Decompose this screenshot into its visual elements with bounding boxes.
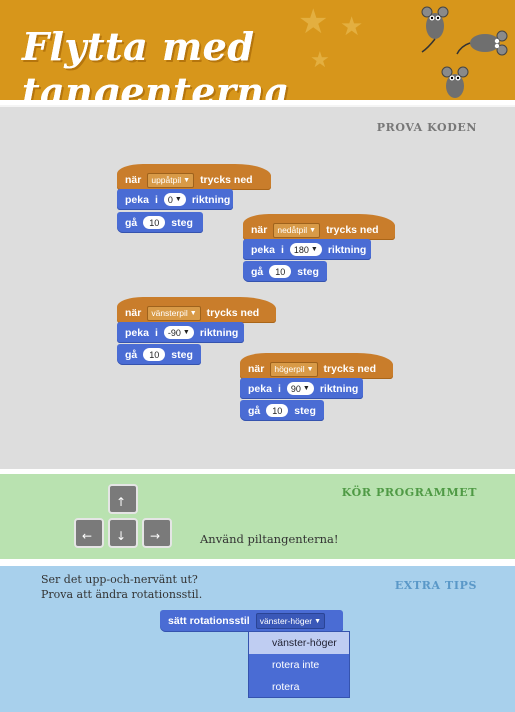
up-arrow-key-icon: ↑ [108, 484, 138, 514]
key-value: uppåtpil [151, 175, 182, 185]
key-dropdown[interactable]: nedåtpil ▼ [273, 222, 321, 238]
rotation-style-dropdown[interactable]: vänster-höger ▼ [255, 613, 326, 629]
point-in-label: i [154, 193, 158, 206]
move-label: gå [248, 404, 261, 417]
direction-value: 90 [290, 383, 301, 394]
point-dir-label: riktning [319, 382, 359, 395]
mouse-icon [421, 6, 449, 53]
menu-item-dont-rotate[interactable]: rotera inte [272, 659, 320, 671]
direction-value: -90 [167, 327, 181, 338]
star-icon: ★ [340, 12, 364, 42]
point-label: peka [251, 243, 275, 256]
key-value: nedåtpil [277, 225, 308, 235]
key-dropdown[interactable]: vänsterpil ▼ [147, 305, 201, 321]
chevron-down-icon: ▼ [189, 309, 197, 317]
point-in-label: i [154, 326, 158, 339]
steps-input[interactable]: 10 [266, 404, 289, 417]
direction-input[interactable]: 90 ▼ [286, 382, 314, 395]
direction-input[interactable]: 180 ▼ [289, 243, 322, 256]
tip-line-2: Prova att ändra rotationsstil. [41, 588, 203, 601]
point-block-up[interactable]: peka i 0 ▼ riktning [117, 189, 233, 210]
menu-item-all-around[interactable]: rotera [272, 681, 300, 693]
point-dir-label: riktning [199, 326, 239, 339]
mouse-icon [441, 66, 469, 98]
steps-input[interactable]: 10 [269, 265, 292, 278]
move-unit-label: steg [294, 404, 316, 417]
point-in-label: i [277, 382, 281, 395]
move-unit-label: steg [171, 216, 193, 229]
chevron-down-icon: ▼ [182, 329, 190, 336]
rotation-style-value: vänster-höger [259, 616, 313, 626]
tip-line-1: Ser det upp-och-nervänt ut? [41, 573, 198, 586]
hat-when-label: när [251, 224, 268, 236]
move-label: gå [125, 216, 138, 229]
header-banner: ★ ★ ★ Flytta med tangenterna [0, 0, 515, 100]
hat-when-label: när [125, 174, 142, 186]
section-label-run: KÖR PROGRAMMET [341, 486, 477, 499]
steps-input[interactable]: 10 [143, 348, 166, 361]
chevron-down-icon: ▼ [310, 246, 318, 253]
star-icon: ★ [310, 48, 330, 73]
hat-trigger-label: trycks ned [206, 307, 260, 319]
chevron-down-icon: ▼ [302, 385, 310, 392]
move-label: gå [125, 348, 138, 361]
hat-block-right[interactable]: när högerpil ▼ trycks ned [240, 353, 393, 379]
section-label-code: PROVA KODEN [376, 121, 477, 134]
steps-input[interactable]: 10 [143, 216, 166, 229]
move-block-up[interactable]: gå 10 steg [117, 212, 203, 233]
hat-block-down[interactable]: när nedåtpil ▼ trycks ned [243, 214, 395, 240]
direction-value: 0 [167, 194, 173, 205]
hat-trigger-label: trycks ned [200, 174, 253, 186]
hat-when-label: när [248, 363, 265, 375]
key-dropdown[interactable]: högerpil ▼ [270, 361, 318, 377]
point-dir-label: riktning [191, 193, 231, 206]
chevron-down-icon: ▼ [174, 196, 182, 203]
menu-item-left-right[interactable]: vänster-höger [249, 632, 349, 654]
run-hint: Använd piltangenterna! [200, 532, 339, 546]
move-unit-label: steg [171, 348, 193, 361]
chevron-down-icon: ▼ [309, 226, 317, 234]
section-label-tips: EXTRA TIPS [394, 579, 477, 592]
point-label: peka [125, 193, 149, 206]
rotation-style-block[interactable]: sätt rotationsstil vänster-höger ▼ [160, 610, 343, 632]
rotation-style-menu: vänster-höger rotera inte rotera [248, 631, 350, 698]
key-value: högerpil [274, 364, 305, 374]
star-icon: ★ [298, 2, 329, 42]
hat-trigger-label: trycks ned [323, 363, 377, 375]
left-arrow-key-icon: ← [74, 518, 104, 548]
point-block-right[interactable]: peka i 90 ▼ riktning [240, 378, 363, 399]
key-value: vänsterpil [151, 308, 188, 318]
direction-value: 180 [293, 244, 309, 255]
point-block-left[interactable]: peka i -90 ▼ riktning [117, 322, 244, 343]
move-unit-label: steg [297, 265, 319, 278]
key-dropdown[interactable]: uppåtpil ▼ [147, 172, 195, 188]
point-dir-label: riktning [327, 243, 367, 256]
move-block-down[interactable]: gå 10 steg [243, 261, 327, 282]
page-title: Flytta med tangenterna [22, 24, 290, 100]
direction-input[interactable]: 0 ▼ [163, 193, 186, 206]
hat-block-up[interactable]: när uppåtpil ▼ trycks ned [117, 164, 271, 190]
chevron-down-icon: ▼ [306, 365, 314, 373]
direction-input[interactable]: -90 ▼ [163, 326, 194, 339]
hat-trigger-label: trycks ned [326, 224, 379, 236]
hat-when-label: när [125, 307, 142, 319]
move-block-right[interactable]: gå 10 steg [240, 400, 324, 421]
hat-block-left[interactable]: när vänsterpil ▼ trycks ned [117, 297, 276, 323]
move-block-left[interactable]: gå 10 steg [117, 344, 201, 365]
point-in-label: i [280, 243, 284, 256]
point-block-down[interactable]: peka i 180 ▼ riktning [243, 239, 371, 260]
rotation-style-label: sätt rotationsstil [168, 615, 250, 627]
down-arrow-key-icon: ↓ [108, 518, 138, 548]
mouse-icon [456, 30, 508, 56]
chevron-down-icon: ▼ [183, 176, 191, 184]
right-arrow-key-icon: → [142, 518, 172, 548]
move-label: gå [251, 265, 264, 278]
chevron-down-icon: ▼ [314, 617, 322, 625]
point-label: peka [248, 382, 272, 395]
point-label: peka [125, 326, 149, 339]
